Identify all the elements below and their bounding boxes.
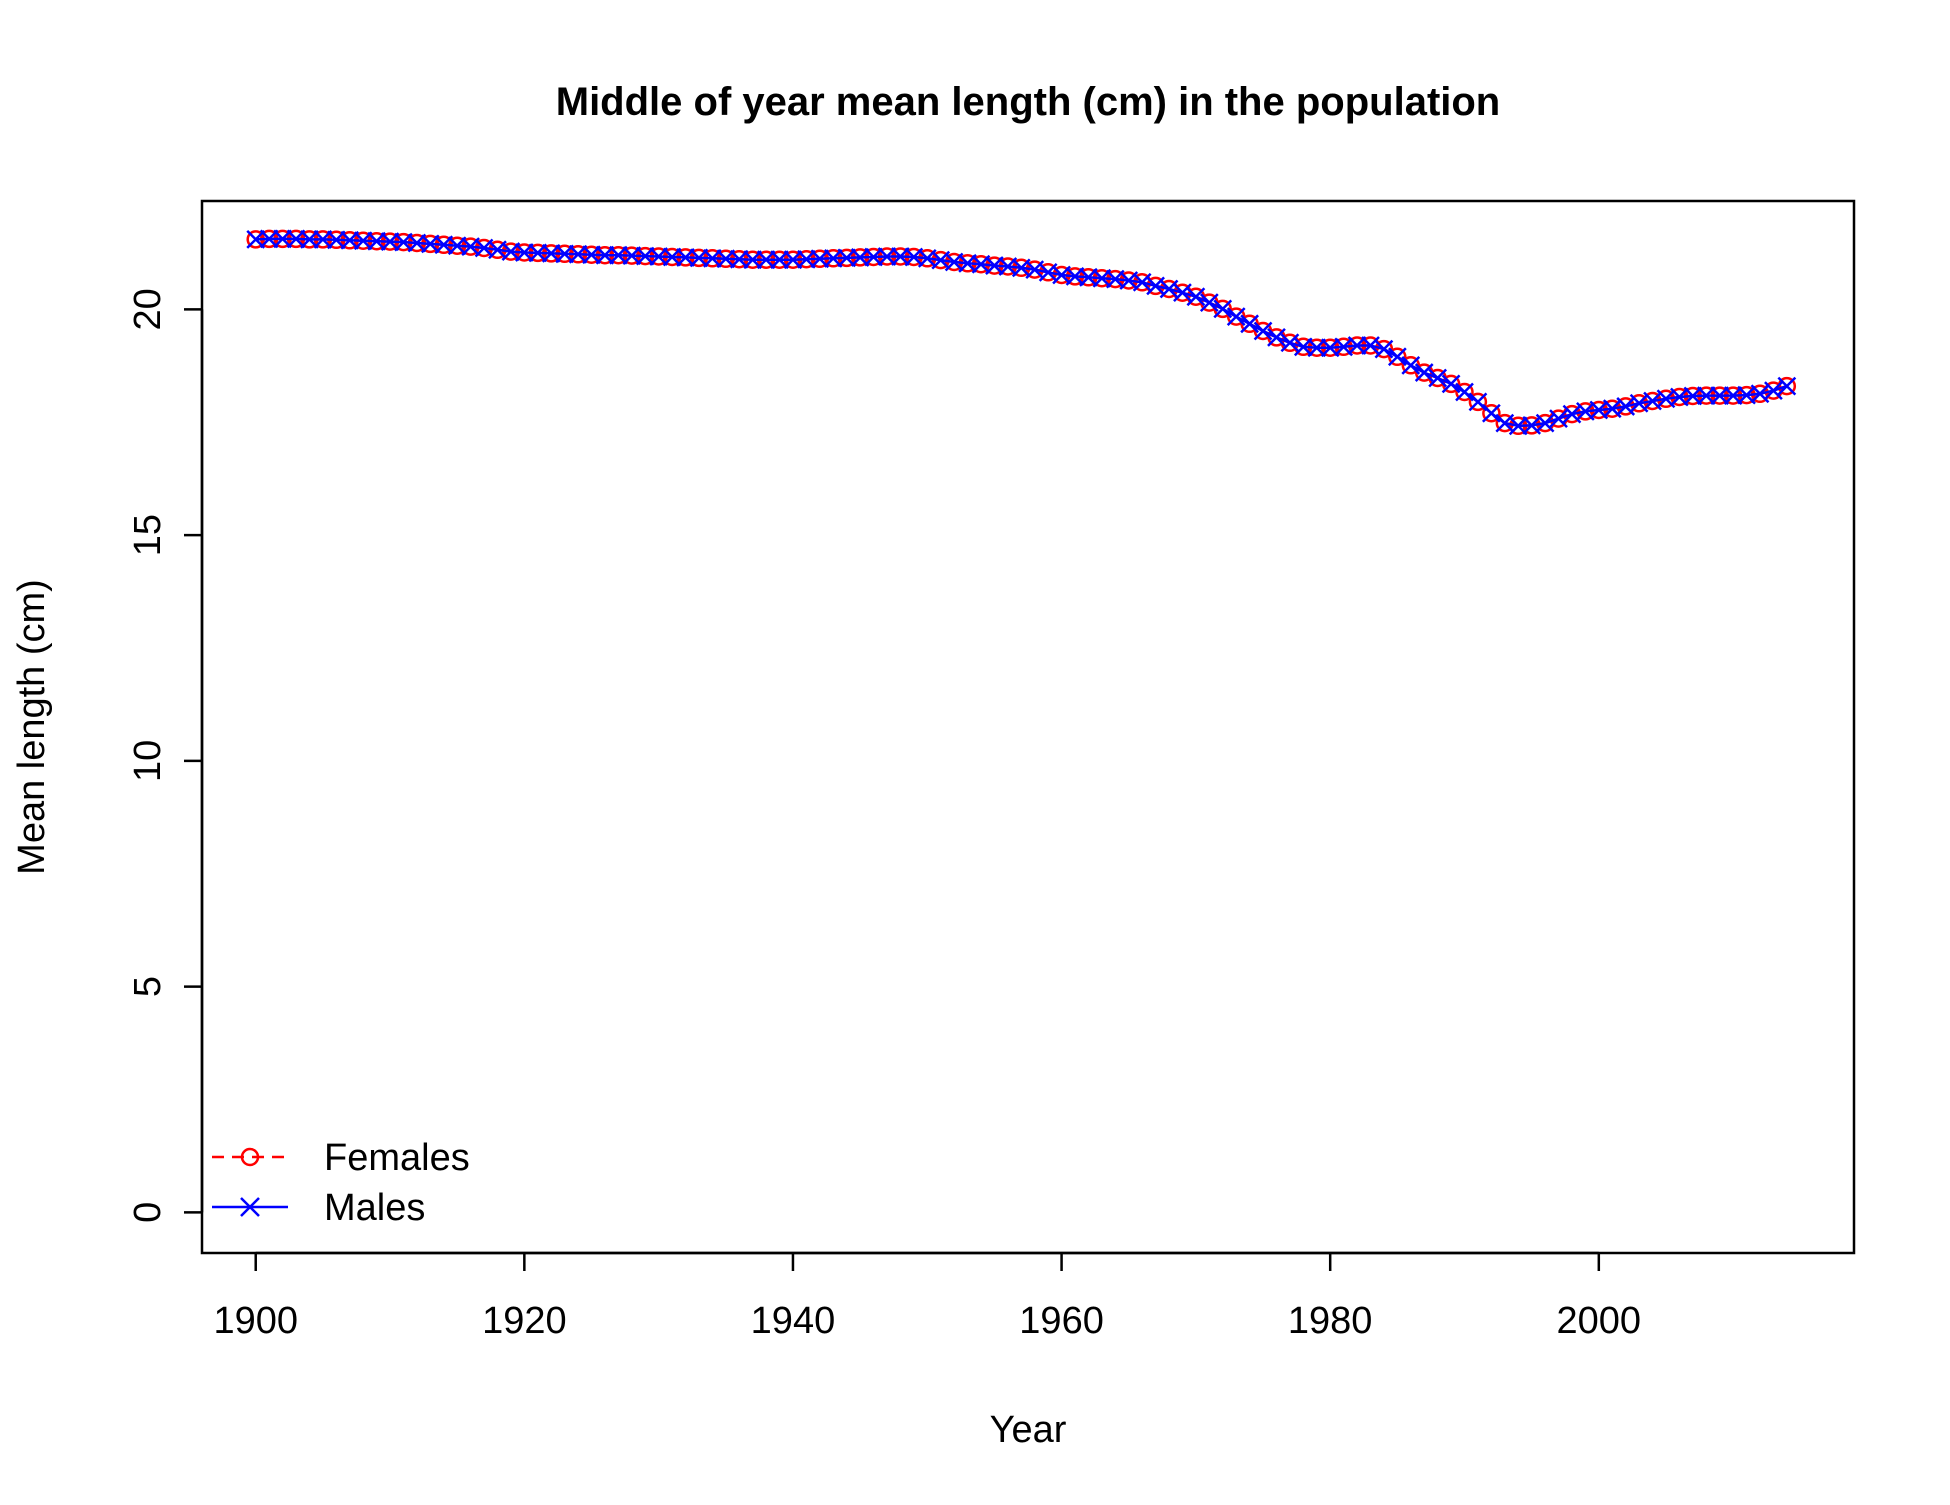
- point-males-1989: [1441, 374, 1461, 394]
- point-males-1985: [1387, 347, 1407, 367]
- point-females-1990: [1455, 382, 1474, 402]
- point-females-1968: [1159, 279, 1179, 299]
- point-males-1974: [1240, 314, 1259, 334]
- point-males-1947: [877, 247, 897, 266]
- point-males-1937: [743, 250, 763, 270]
- series-females: [246, 229, 1797, 436]
- point-males-2009: [1710, 386, 1730, 405]
- point-males-1987: [1414, 363, 1434, 382]
- point-females-2003: [1629, 394, 1649, 413]
- series-males: [246, 229, 1797, 436]
- x-tick-label-1960: 1960: [1019, 1300, 1104, 1342]
- point-males-1971: [1199, 293, 1219, 312]
- chart-title: Middle of year mean length (cm) in the p…: [556, 80, 1501, 124]
- x-tick-label-2000: 2000: [1557, 1300, 1642, 1342]
- point-females-1993: [1495, 413, 1515, 433]
- legend: Females Males: [212, 1137, 470, 1229]
- point-males-1939: [770, 250, 789, 270]
- point-males-1991: [1468, 392, 1488, 412]
- y-axis-label: Mean length (cm): [11, 579, 53, 875]
- point-males-1996: [1535, 413, 1555, 433]
- x-tick-label-1900: 1900: [213, 1300, 298, 1342]
- point-males-1972: [1213, 299, 1233, 319]
- point-males-1969: [1173, 283, 1192, 303]
- point-males-1976: [1267, 327, 1286, 347]
- x-tick-label-1920: 1920: [482, 1300, 567, 1342]
- legend-label-males: Males: [324, 1187, 425, 1229]
- point-females-1967: [1146, 276, 1165, 296]
- point-males-1970: [1186, 287, 1206, 307]
- legend-marker-males: [240, 1197, 260, 1217]
- point-males-1986: [1401, 355, 1421, 375]
- point-males-2014: [1777, 376, 1797, 396]
- point-males-1902: [273, 229, 292, 249]
- point-males-1977: [1280, 333, 1300, 353]
- x-axis: 1900 1920 1940 1960 1980 2000: [213, 1251, 1642, 1342]
- x-tick-label-1980: 1980: [1288, 1300, 1373, 1342]
- x-axis-label: Year: [990, 1409, 1067, 1451]
- point-males-1983: [1361, 336, 1380, 355]
- point-males-1904: [300, 229, 319, 249]
- point-males-1988: [1428, 368, 1448, 388]
- y-axis: 0 5 10 15 20: [127, 288, 204, 1223]
- x-tick-label-1940: 1940: [751, 1300, 836, 1342]
- plot-frame: [200, 199, 1856, 1255]
- point-females-1959: [1038, 263, 1058, 282]
- point-males-2013: [1764, 381, 1783, 401]
- point-males-1975: [1253, 321, 1273, 341]
- y-tick-label-15: 15: [127, 514, 169, 556]
- point-males-1968: [1159, 279, 1179, 299]
- point-females-1992: [1482, 403, 1501, 423]
- legend-label-females: Females: [324, 1137, 470, 1179]
- point-males-1979: [1307, 338, 1327, 358]
- point-males-1901: [259, 229, 279, 249]
- point-females-2002: [1616, 397, 1635, 416]
- point-males-1984: [1374, 339, 1394, 359]
- point-females-1991: [1468, 392, 1488, 412]
- legend-marker-females: [240, 1147, 260, 1167]
- point-males-1938: [756, 250, 776, 270]
- point-males-1982: [1347, 336, 1367, 355]
- y-tick-label-0: 0: [127, 1202, 169, 1223]
- point-females-1984: [1374, 339, 1394, 359]
- y-tick-label-20: 20: [127, 288, 169, 330]
- point-males-1990: [1455, 382, 1474, 402]
- point-males-1992: [1481, 403, 1501, 423]
- point-females-1985: [1388, 347, 1407, 367]
- point-males-1973: [1226, 307, 1246, 326]
- point-males-1966: [1132, 272, 1152, 292]
- series-layer: [246, 229, 1797, 436]
- y-tick-label-10: 10: [127, 740, 169, 782]
- point-males-1997: [1549, 409, 1568, 429]
- point-males-1926: [595, 245, 615, 265]
- point-males-2008: [1696, 386, 1716, 405]
- y-tick-label-5: 5: [127, 976, 169, 997]
- point-females-2004: [1643, 391, 1662, 411]
